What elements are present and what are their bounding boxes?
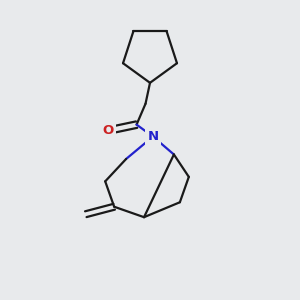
Text: O: O: [103, 124, 114, 137]
Text: N: N: [147, 130, 158, 143]
